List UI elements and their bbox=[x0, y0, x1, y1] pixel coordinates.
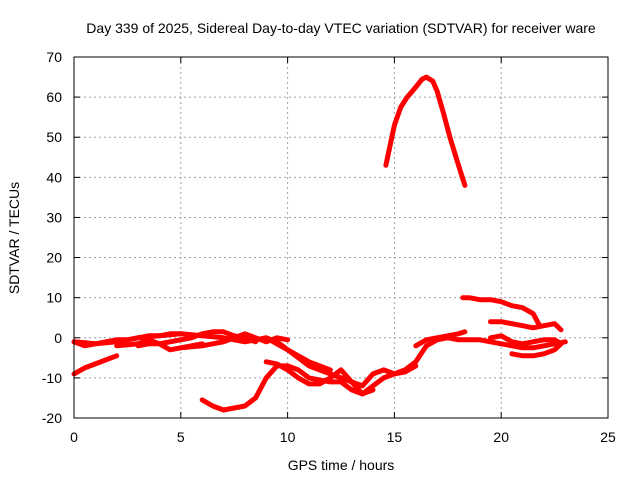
axis-ticks bbox=[73, 56, 609, 419]
x-tick-label: 10 bbox=[280, 429, 296, 445]
y-tick-label: 30 bbox=[46, 209, 62, 225]
y-tick-label: 60 bbox=[46, 89, 62, 105]
x-tick-label: 5 bbox=[177, 429, 185, 445]
y-axis-title: SDTVAR / TECUs bbox=[6, 182, 22, 294]
series-line-track-12 bbox=[460, 295, 543, 329]
plot-frame bbox=[73, 56, 609, 419]
x-axis-title: GPS time / hours bbox=[288, 457, 395, 473]
x-tick-label: 0 bbox=[70, 429, 78, 445]
y-tick-label: 10 bbox=[46, 290, 62, 306]
series-line-track-15 bbox=[509, 341, 564, 359]
series-group bbox=[71, 74, 568, 413]
x-tick-label: 20 bbox=[493, 429, 509, 445]
y-tick-label: 0 bbox=[54, 330, 62, 346]
y-tick-label: 50 bbox=[46, 129, 62, 145]
series-line-track-10 bbox=[383, 74, 468, 188]
series-line-track-11 bbox=[413, 329, 468, 349]
series-line-track-14 bbox=[488, 333, 564, 347]
grid bbox=[74, 57, 608, 418]
y-tick-label: -10 bbox=[42, 370, 62, 386]
series-line-track-9 bbox=[263, 335, 568, 389]
chart-title: Day 339 of 2025, Sidereal Day-to-day VTE… bbox=[86, 20, 596, 36]
series-line-track-13 bbox=[488, 319, 564, 333]
y-tick-label: 20 bbox=[46, 250, 62, 266]
y-tick-label: 40 bbox=[46, 169, 62, 185]
x-tick-label: 25 bbox=[600, 429, 616, 445]
series-line-track-7 bbox=[199, 363, 376, 413]
x-tick-label: 15 bbox=[387, 429, 403, 445]
tick-labels: 0 5 10 15 20 25 -20 -10 0 10 20 30 40 50 60 70 bbox=[42, 49, 616, 445]
series-line-track-1 bbox=[71, 353, 120, 377]
y-tick-label: 70 bbox=[46, 49, 62, 65]
y-tick-label: -20 bbox=[42, 410, 62, 426]
